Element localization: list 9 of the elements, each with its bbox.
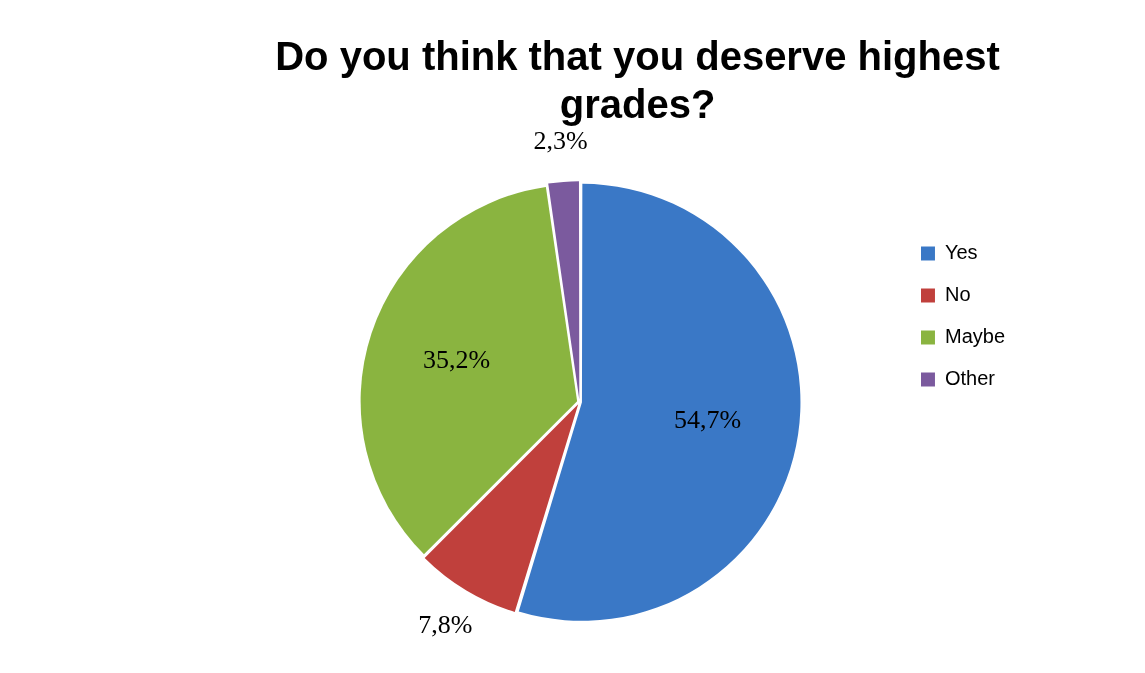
data-label: 2,3% xyxy=(533,125,588,155)
legend-label: No xyxy=(944,283,971,306)
chart-title: Do you think that you deserve highest grades? xyxy=(275,34,1000,127)
legend-label: Maybe xyxy=(944,325,1005,348)
data-label: 54,7% xyxy=(674,404,742,434)
data-label: 7,8% xyxy=(418,609,473,639)
legend-label: Other xyxy=(944,367,996,390)
legend-label: Yes xyxy=(944,241,978,264)
data-label: 35,2% xyxy=(422,345,491,375)
